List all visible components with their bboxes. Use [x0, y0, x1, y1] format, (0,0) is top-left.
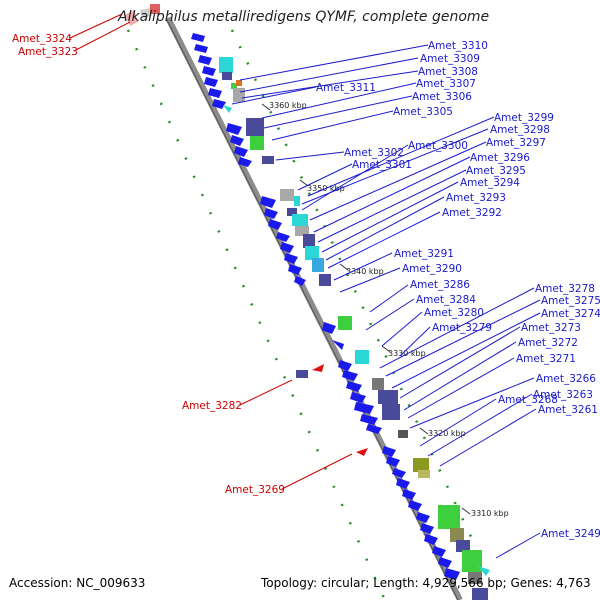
scale-label: 3340 kbp	[346, 267, 384, 276]
gene-label: Amet_3302	[344, 147, 404, 159]
scale-label: 3320 kbp	[428, 429, 466, 438]
gene-label: Amet_3263	[533, 389, 593, 401]
gene-label: Amet_3323	[18, 46, 78, 58]
gene-label: Amet_3297	[486, 137, 546, 149]
gc-skew-trace	[126, 29, 386, 599]
gene-label: Amet_3293	[446, 192, 506, 204]
gene-label: Amet_3311	[316, 82, 376, 94]
gene-label: Amet_3275	[541, 295, 600, 307]
gene-label: Amet_3305	[393, 106, 453, 118]
genome-summary: Topology: circular; Length: 4,929,566 bp…	[261, 576, 591, 590]
gene-labels-right: Amet_3310 Amet_3309 Amet_3308 Amet_3307 …	[316, 40, 600, 540]
gene-label: Amet_3295	[466, 165, 526, 177]
gene-label: Amet_3249	[541, 528, 600, 540]
leader-lines-right	[231, 44, 541, 559]
gene-label: Amet_3324	[12, 33, 72, 45]
gene-label: Amet_3299	[494, 112, 554, 124]
gene-label: Amet_3306	[412, 91, 472, 103]
scale-ticks	[261, 103, 471, 515]
gene-label: Amet_3271	[516, 353, 576, 365]
gene-label: Amet_3294	[460, 177, 520, 189]
gene-label: Amet_3292	[442, 207, 502, 219]
gene-label: Amet_3310	[428, 40, 488, 52]
gene-label: Amet_3268	[498, 394, 558, 406]
gene-label: Amet_3272	[518, 337, 578, 349]
gene-label: Amet_3280	[424, 307, 484, 319]
gene-label: Amet_3291	[394, 248, 454, 260]
gene-label: Amet_3290	[402, 263, 462, 275]
gene-labels-left: Amet_3324 Amet_3323 Amet_3282 Amet_3269	[12, 33, 285, 496]
gene-label: Amet_3273	[521, 322, 581, 334]
gene-label: Amet_3282	[182, 400, 242, 412]
gene-label: Amet_3261	[538, 404, 598, 416]
accession-text: Accession: NC_009633	[9, 576, 146, 590]
page-title: Alkaliphilus metalliredigens QYMF, compl…	[118, 9, 490, 25]
gene-label: Amet_3266	[536, 373, 596, 385]
gene-label: Amet_3274	[541, 308, 600, 320]
gene-label: Amet_3269	[225, 484, 285, 496]
gene-label: Amet_3309	[420, 53, 480, 65]
gene-label: Amet_3279	[432, 322, 492, 334]
gene-label: Amet_3300	[408, 140, 468, 152]
gene-label: Amet_3308	[418, 66, 478, 78]
cds-features	[125, 4, 490, 600]
leader-lines-left	[69, 13, 353, 490]
gene-label: Amet_3278	[535, 283, 595, 295]
gene-label: Amet_3296	[470, 152, 530, 164]
gene-label: Amet_3286	[410, 279, 470, 291]
gene-label: Amet_3298	[490, 124, 550, 136]
scale-label: 3360 kbp	[269, 101, 307, 110]
gene-label: Amet_3301	[352, 159, 412, 171]
gene-label: Amet_3307	[416, 78, 476, 90]
gene-label: Amet_3284	[416, 294, 476, 306]
scale-label: 3310 kbp	[471, 509, 509, 518]
